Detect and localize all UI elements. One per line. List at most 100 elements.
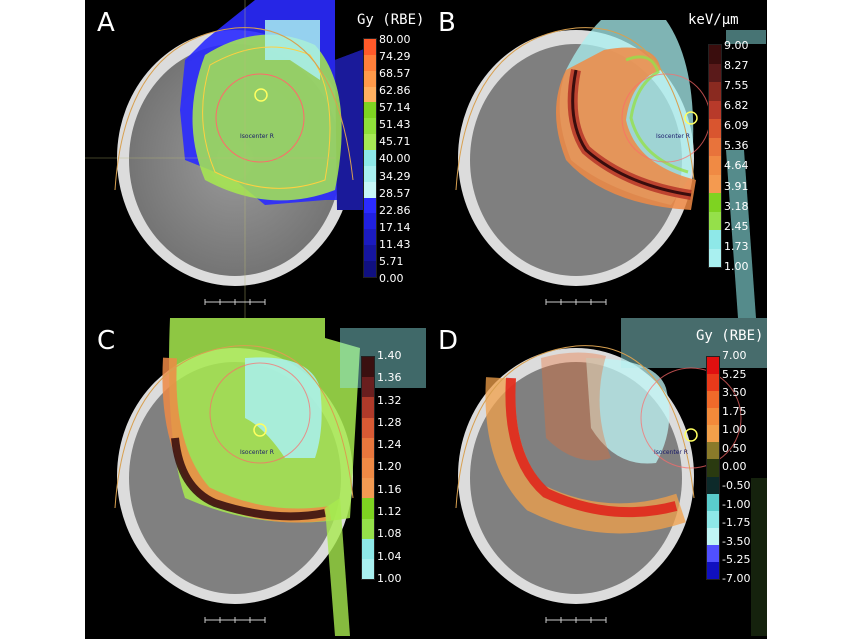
colorbar-segment <box>707 476 719 494</box>
colorbar-tick-label: 5.71 <box>379 254 404 268</box>
colorbar-segment <box>707 510 719 528</box>
colorbar-segment <box>362 498 374 519</box>
colorbar-tick-label: 6.82 <box>724 99 749 113</box>
colorbar-tick-label: 1.24 <box>377 438 402 452</box>
colorbar-segment <box>709 119 721 138</box>
figure: A Isocenter R Gy (RBE) 80.00 74.29 68.57 62… <box>85 0 767 639</box>
colorbar-tick-label: 1.00 <box>722 423 747 437</box>
colorbar-segment <box>707 544 719 562</box>
colorbar-tick-label: 0.00 <box>379 271 404 285</box>
colorbar-tick-label: 3.50 <box>722 386 747 400</box>
colorbar-title: Gy (RBE) <box>357 12 425 28</box>
panel-letter: A <box>97 8 115 38</box>
colorbar-tick-label: 51.43 <box>379 118 411 132</box>
colorbar-segment <box>707 408 719 426</box>
colorbar-segment <box>364 134 376 151</box>
colorbar-segment <box>362 518 374 539</box>
isocenter-label: Isocenter R <box>240 449 274 456</box>
colorbar-segment <box>709 211 721 230</box>
colorbar-segment <box>707 493 719 511</box>
colorbar-tick-label: 9.00 <box>724 39 749 52</box>
panel-a: A Isocenter R Gy (RBE) 80.00 74.29 68.57 62… <box>85 0 426 318</box>
isocenter-label: Isocenter R <box>654 449 688 456</box>
colorbar-segment <box>709 230 721 249</box>
colorbar-title: keV/µm <box>688 12 739 28</box>
colorbar-tick-label: 22.86 <box>379 203 411 217</box>
colorbar-tick-label: 3.18 <box>724 199 749 213</box>
colorbar-tick-label: 7.55 <box>724 79 749 93</box>
colorbar-segment <box>709 248 721 267</box>
colorbar-tick-label: 1.73 <box>724 239 749 253</box>
colorbar-segment <box>707 357 719 375</box>
colorbar-segment <box>364 181 376 198</box>
colorbar-segment <box>362 457 374 479</box>
colorbar-segment <box>364 165 376 182</box>
colorbar-segment <box>364 197 376 214</box>
colorbar-segment <box>364 70 376 87</box>
colorbar-tick-label: 1.28 <box>377 415 402 429</box>
colorbar-ticks-d: 7.00 5.25 3.50 1.75 1.00 0.50 0.00 -0.50 -1.00 -1… <box>722 350 750 584</box>
colorbar-tick-label: 2.45 <box>724 219 749 233</box>
colorbar-tick-label: 1.16 <box>377 482 402 496</box>
colorbar-tick-label: 0.00 <box>722 460 747 474</box>
colorbar-title: Gy (RBE) <box>696 328 764 344</box>
ct-rbe-image-c <box>114 318 426 636</box>
colorbar-tick-label: 1.08 <box>377 527 402 541</box>
colorbar-tick-label: 57.14 <box>379 101 411 115</box>
colorbar-segment <box>362 478 374 499</box>
colorbar-tick-label: 74.29 <box>379 50 411 64</box>
colorbar-segment <box>709 63 721 82</box>
panel-letter: B <box>438 8 456 38</box>
colorbar-tick-label: -1.00 <box>722 497 751 511</box>
colorbar-segment <box>709 82 721 101</box>
colorbar-tick-label: 68.57 <box>379 67 411 81</box>
colorbar-tick-label: 11.43 <box>379 237 411 251</box>
colorbar-tick-label: 1.20 <box>377 460 402 474</box>
panel-c: C Isocenter R 1.40 1.36 1.32 1.28 1.24 1.20 1.… <box>85 318 426 636</box>
colorbar-segment <box>707 459 719 477</box>
colorbar-tick-label: -0.50 <box>722 479 751 493</box>
colorbar-segment <box>709 174 721 193</box>
colorbar-tick-label: 1.40 <box>377 349 402 362</box>
ct-let-image-b <box>455 20 766 318</box>
colorbar-tick-label: 6.09 <box>724 119 749 133</box>
colorbar-ticks-a: 80.00 74.29 68.57 62.86 57.14 51.43 45.71 40.00… <box>379 34 411 284</box>
colorbar-segment <box>707 527 719 545</box>
panel-letter: C <box>97 326 116 356</box>
colorbar-segment <box>364 229 376 246</box>
colorbar-segment <box>364 245 376 262</box>
colorbar-tick-label: 28.57 <box>379 186 411 200</box>
colorbar-tick-label: 1.00 <box>377 571 402 585</box>
colorbar-tick-label: 1.75 <box>722 404 747 418</box>
colorbar-tick-label: 62.86 <box>379 84 411 98</box>
colorbar-segment <box>364 213 376 230</box>
colorbar-segment <box>362 558 374 580</box>
colorbar-tick-label: 5.36 <box>724 139 749 153</box>
colorbar-tick-label: 5.25 <box>722 367 747 381</box>
colorbar-tick-label: -3.50 <box>722 534 751 548</box>
panel-letter: D <box>438 326 459 356</box>
ct-dose-difference-image-d <box>455 318 767 636</box>
colorbar-tick-label: -5.25 <box>722 553 751 567</box>
colorbar-tick-label: 4.64 <box>724 159 749 173</box>
ct-dose-image-a <box>85 0 375 318</box>
colorbar-ticks-c: 1.40 1.36 1.32 1.28 1.24 1.20 1.16 1.12 1.08 1.04… <box>377 350 402 584</box>
panel-d: D Isocenter R Gy (RBE) 7.00 5.25 3.50 1.75 1… <box>426 318 767 636</box>
colorbar-segment <box>364 39 376 55</box>
colorbar-segment <box>709 137 721 156</box>
colorbar-segment <box>362 437 374 458</box>
colorbar-tick-label: 40.00 <box>379 152 411 166</box>
colorbar-segment <box>362 397 374 418</box>
colorbar-tick-label: 1.04 <box>377 549 402 563</box>
colorbar-segment <box>362 377 374 398</box>
colorbar-tick-label: 80.00 <box>379 33 411 46</box>
panel-b: B Isocenter R keV/µm 9.00 8.27 7.55 6.82 6.0… <box>426 0 767 318</box>
colorbar-segment <box>709 45 721 64</box>
colorbar-segment <box>364 150 376 166</box>
colorbar-segment <box>362 538 374 559</box>
colorbar-tick-label: 0.50 <box>722 441 747 455</box>
colorbar-c <box>361 356 375 580</box>
colorbar-segment <box>707 561 719 580</box>
colorbar-tick-label: 1.12 <box>377 505 402 519</box>
colorbar-tick-label: 1.00 <box>724 259 749 273</box>
